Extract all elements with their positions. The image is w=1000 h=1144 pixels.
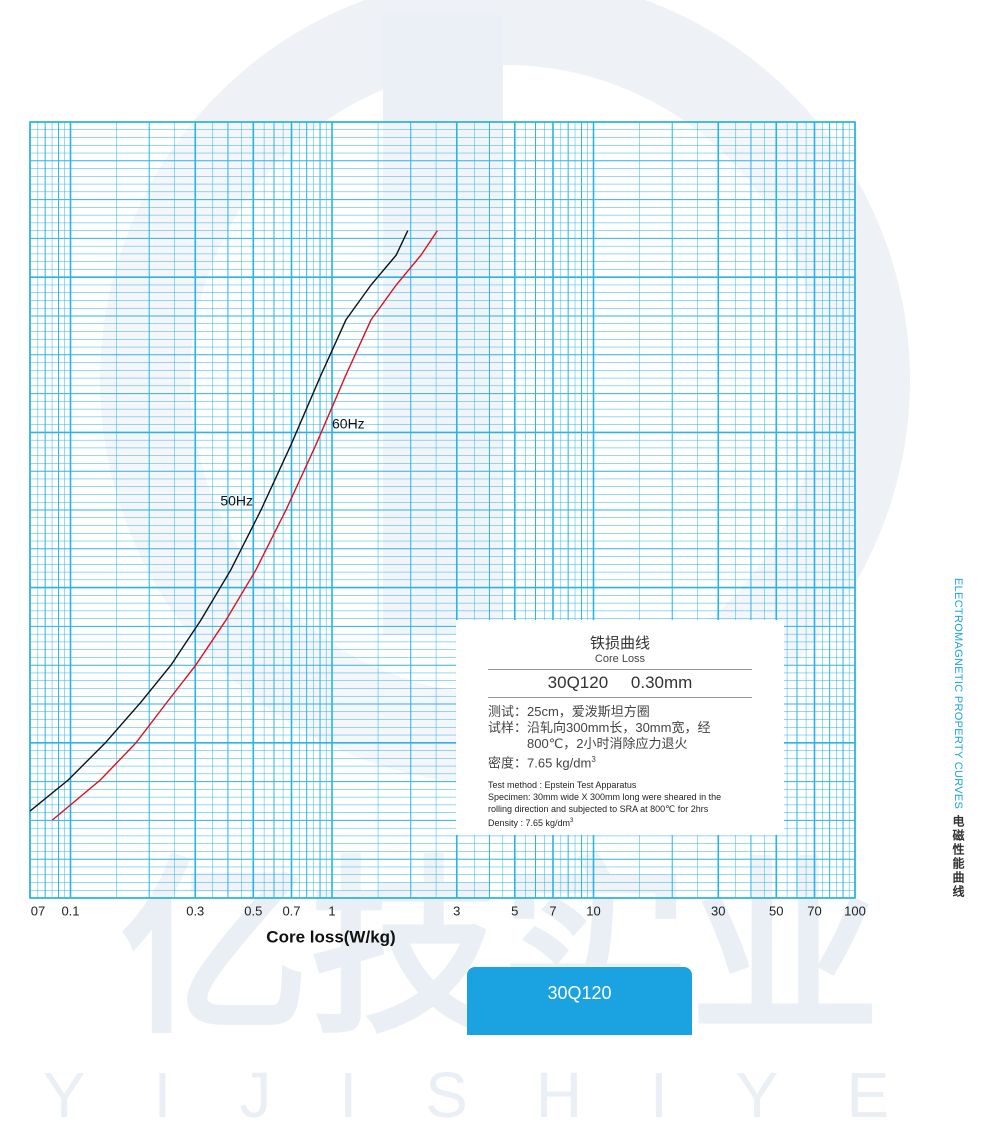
x-tick-label: 100 <box>844 903 866 918</box>
x-tick-label: 7 <box>549 903 556 918</box>
sup: 3 <box>591 755 596 764</box>
series-label: 60Hz <box>332 416 365 432</box>
series-line <box>29 230 409 812</box>
sup: 3 <box>570 818 574 825</box>
x-tick-label: 0.5 <box>244 903 262 918</box>
watermark-en: YIJISHIYE <box>43 1059 957 1131</box>
legend-en: Test method : Epstein Test Apparatus Spe… <box>488 779 784 829</box>
grade-button[interactable]: 30Q120 <box>467 967 692 1035</box>
side-title-cn: 电磁性能曲线 <box>951 815 965 900</box>
x-axis-label: Core loss(W/kg) <box>266 927 395 946</box>
side-title: ELECTROMAGNETIC PROPERTY CURVES 电磁性能曲线 <box>950 578 967 899</box>
legend-cn: 测试：25cm，爱泼斯坦方圈 试样：沿轧向300mm长，30mm宽，经 800℃… <box>488 704 784 771</box>
x-tick-label: 30 <box>711 903 725 918</box>
watermark-bar <box>383 15 503 635</box>
cn-line: 试样：沿轧向300mm长，30mm宽，经 <box>488 720 711 735</box>
cn-line: 测试：25cm，爱泼斯坦方圈 <box>488 704 650 719</box>
x-tick-label: 10 <box>586 903 600 918</box>
series-line <box>51 230 438 821</box>
text: 密度：7.65 kg/dm <box>488 755 592 771</box>
x-tick-label: 0.1 <box>61 903 79 918</box>
en-density: Density : 7.65 kg/dm3 <box>488 815 784 829</box>
legend-grade: 30Q120 0.30mm <box>488 669 752 698</box>
cn-density: 密度：7.65 kg/dm3 <box>488 752 784 771</box>
x-tick-label: 3 <box>453 903 460 918</box>
text: Density : 7.65 kg/dm <box>488 818 571 829</box>
en-line: Specimen: 30mm wide X 300mm long were sh… <box>488 792 722 803</box>
legend-box: 铁损曲线 Core Loss 30Q120 0.30mm 测试：25cm，爱泼斯… <box>456 620 784 835</box>
cn-line: 800℃，2小时消除应力退火 <box>488 736 688 751</box>
x-tick-label: 70 <box>807 903 821 918</box>
en-line: Test method : Epstein Test Apparatus <box>488 780 637 791</box>
en-line: rolling direction and subjected to SRA a… <box>488 804 709 815</box>
x-tick-label: 0.3 <box>186 903 204 918</box>
x-tick-label: 50 <box>769 903 783 918</box>
legend-title-en: Core Loss <box>594 653 646 665</box>
x-tick-label: 5 <box>511 903 518 918</box>
series-label: 50Hz <box>220 493 253 509</box>
x-tick-label: 1 <box>328 903 335 918</box>
x-tick-label: 0.7 <box>282 903 300 918</box>
legend-title-cn: 铁损曲线 <box>589 635 650 652</box>
side-title-en: ELECTROMAGNETIC PROPERTY CURVES <box>952 578 964 810</box>
x-tick-label: 07 <box>31 903 45 918</box>
